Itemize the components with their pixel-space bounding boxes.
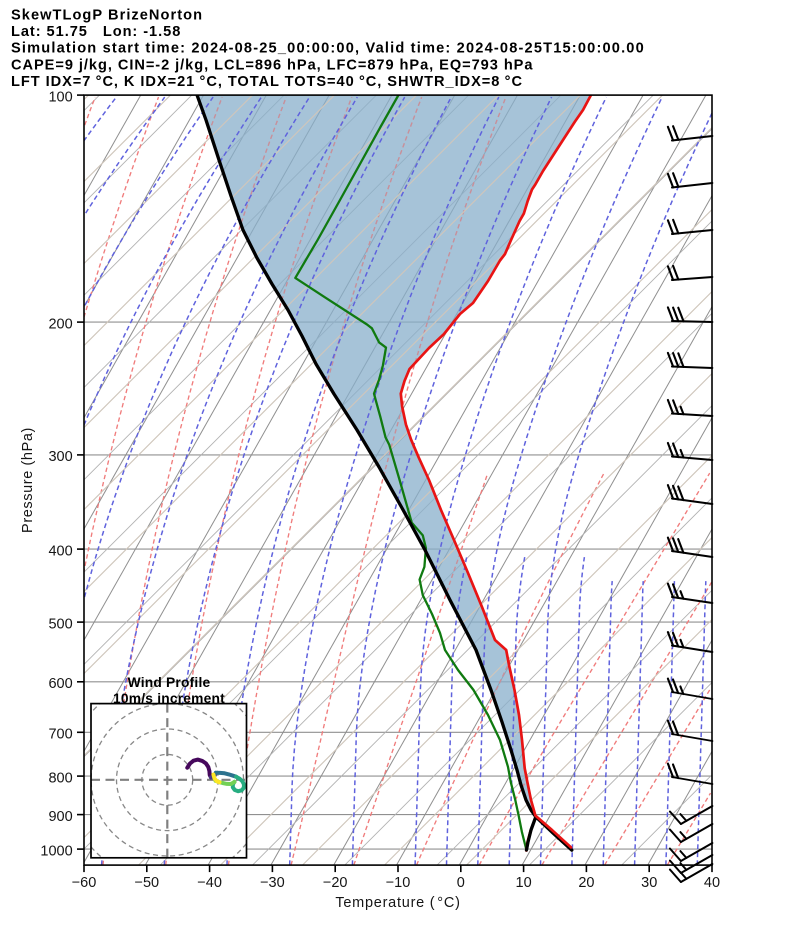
svg-text:1000: 1000: [40, 843, 72, 859]
svg-text:0: 0: [457, 875, 465, 891]
svg-text:30: 30: [641, 875, 657, 891]
svg-text:−20: −20: [323, 875, 348, 891]
svg-text:40: 40: [704, 875, 720, 891]
svg-text:400: 400: [48, 543, 72, 559]
svg-text:−40: −40: [197, 875, 222, 891]
svg-text:LFT IDX=7 °C, K IDX=21 °C, T: LFT IDX=7 °C, K IDX=21 °C, TOTAL TOTS=40…: [11, 74, 523, 90]
svg-text:100: 100: [48, 89, 72, 105]
svg-text:20: 20: [578, 875, 594, 891]
svg-text:Temperature ( °C): Temperature ( °C): [335, 895, 460, 911]
svg-text:Pressure (hPa): Pressure (hPa): [20, 427, 36, 533]
svg-text:700: 700: [48, 727, 72, 743]
svg-text:600: 600: [48, 676, 72, 692]
svg-text:900: 900: [48, 809, 72, 825]
svg-text:300: 300: [48, 449, 72, 465]
svg-text:800: 800: [48, 770, 72, 786]
svg-text:−50: −50: [134, 875, 159, 891]
svg-text:200: 200: [48, 316, 72, 332]
svg-text:10m/s increment: 10m/s increment: [113, 691, 225, 706]
svg-text:10: 10: [516, 875, 532, 891]
svg-text:CAPE=9 j/kg, CIN=-2 j/kg, LCL=: CAPE=9 j/kg, CIN=-2 j/kg, LCL=896 hPa, L…: [11, 57, 533, 73]
svg-text:500: 500: [48, 616, 72, 632]
svg-text:−30: −30: [260, 875, 285, 891]
svg-text:Simulation start time: 2024-08: Simulation start time: 2024-08-25_00:00:…: [11, 41, 645, 57]
svg-text:−60: −60: [72, 875, 97, 891]
svg-text:SkewTLogP BrizeNorton: SkewTLogP BrizeNorton: [11, 7, 203, 23]
svg-text:Wind Profile: Wind Profile: [128, 675, 211, 690]
svg-text:Lat: 51.75 Lon: -1.58: Lat: 51.75 Lon: -1.58: [11, 24, 181, 40]
svg-text:−10: −10: [386, 875, 411, 891]
